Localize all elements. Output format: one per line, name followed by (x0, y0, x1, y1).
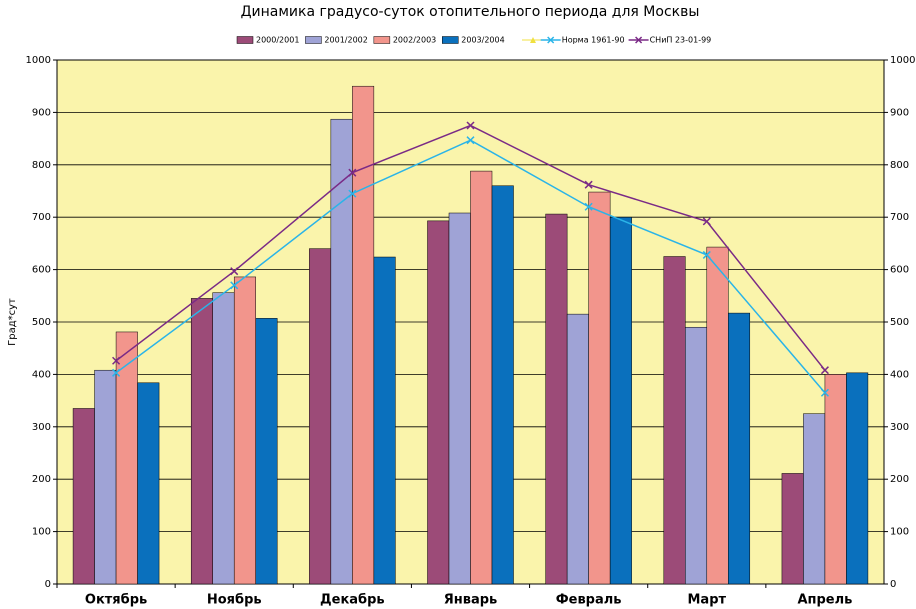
line-marker (584, 180, 593, 189)
bar (448, 212, 471, 585)
bar (190, 298, 213, 585)
y-tick-label: 1000 (26, 55, 51, 66)
legend-label: 2002/2003 (393, 36, 436, 45)
line-marker (112, 368, 121, 377)
legend-label: Норма 1961-90 (562, 36, 625, 45)
legend-label: 2000/2001 (256, 36, 299, 45)
legend-swatch (305, 36, 322, 44)
bar (212, 292, 235, 585)
x-tick-label: Февраль (556, 593, 622, 608)
legend-label: 2003/2004 (461, 36, 504, 45)
bar (470, 170, 493, 585)
bar (588, 191, 611, 585)
y2-tick-label: 400 (890, 369, 909, 380)
bar (491, 185, 514, 585)
chart-title: Динамика градусо-суток отопительного пер… (241, 4, 700, 20)
legend-swatch (442, 36, 459, 44)
y2-tick-label: 200 (890, 474, 909, 485)
y2-tick-label: 700 (890, 212, 909, 223)
y-axis-label: Град*сут (7, 298, 18, 346)
bar (330, 118, 353, 585)
y-tick-label: 0 (45, 579, 51, 590)
legend-label: СНиП 23-01-99 (650, 36, 712, 45)
y2-tick-label: 600 (890, 265, 909, 276)
line-marker (466, 136, 475, 145)
line-marker (230, 267, 239, 276)
y-tick-label: 100 (32, 527, 51, 538)
y2-tick-label: 100 (890, 527, 909, 538)
y2-tick-label: 800 (890, 160, 909, 171)
legend-unnamed-glyph (522, 37, 544, 43)
bar (137, 382, 160, 585)
line-marker (820, 366, 829, 375)
line-marker (702, 217, 711, 226)
bar (545, 213, 568, 585)
bar (373, 256, 396, 585)
legend-label: 2001/2002 (324, 36, 367, 45)
bar (609, 216, 632, 585)
bar (72, 408, 95, 585)
y-tick-label: 500 (32, 317, 51, 328)
legend-swatch (373, 36, 391, 44)
bar (233, 276, 256, 585)
line-marker (230, 281, 239, 290)
y-tick-label: 600 (32, 265, 51, 276)
line-marker (584, 202, 593, 211)
legend-marker (635, 36, 643, 44)
legend-swatch (236, 36, 254, 44)
bar (255, 318, 278, 585)
line-marker (466, 121, 475, 130)
y2-tick-label: 0 (890, 579, 896, 590)
y-tick-label: 900 (32, 107, 51, 118)
line-marker (702, 250, 711, 259)
x-tick-label: Ноябрь (207, 593, 262, 608)
x-tick-label: Январь (444, 593, 498, 608)
y2-tick-label: 900 (890, 107, 909, 118)
bar (781, 473, 804, 585)
y-tick-label: 300 (32, 422, 51, 433)
x-tick-label: Декабрь (320, 593, 385, 608)
x-tick-label: Март (688, 593, 727, 608)
line-marker (820, 388, 829, 397)
bar (427, 220, 450, 585)
legend-marker (547, 36, 555, 44)
x-tick-label: Октябрь (85, 593, 147, 608)
bar (846, 372, 869, 585)
bar (706, 246, 729, 585)
y-tick-label: 200 (32, 474, 51, 485)
bar (663, 256, 686, 585)
x-tick-label: Апрель (797, 593, 852, 608)
y2-tick-label: 300 (890, 422, 909, 433)
bar (352, 85, 375, 585)
y-tick-label: 400 (32, 369, 51, 380)
bar (728, 312, 751, 585)
y2-tick-label: 1000 (890, 55, 915, 66)
line-marker (112, 356, 121, 365)
line-marker (348, 189, 357, 198)
bar (685, 326, 708, 585)
y-tick-label: 700 (32, 212, 51, 223)
bar (824, 374, 847, 585)
line-marker (348, 168, 357, 177)
bar (94, 369, 117, 585)
y-tick-label: 800 (32, 160, 51, 171)
bar (566, 313, 589, 585)
y2-tick-label: 500 (890, 317, 909, 328)
bar (309, 248, 332, 585)
bar (803, 413, 826, 585)
